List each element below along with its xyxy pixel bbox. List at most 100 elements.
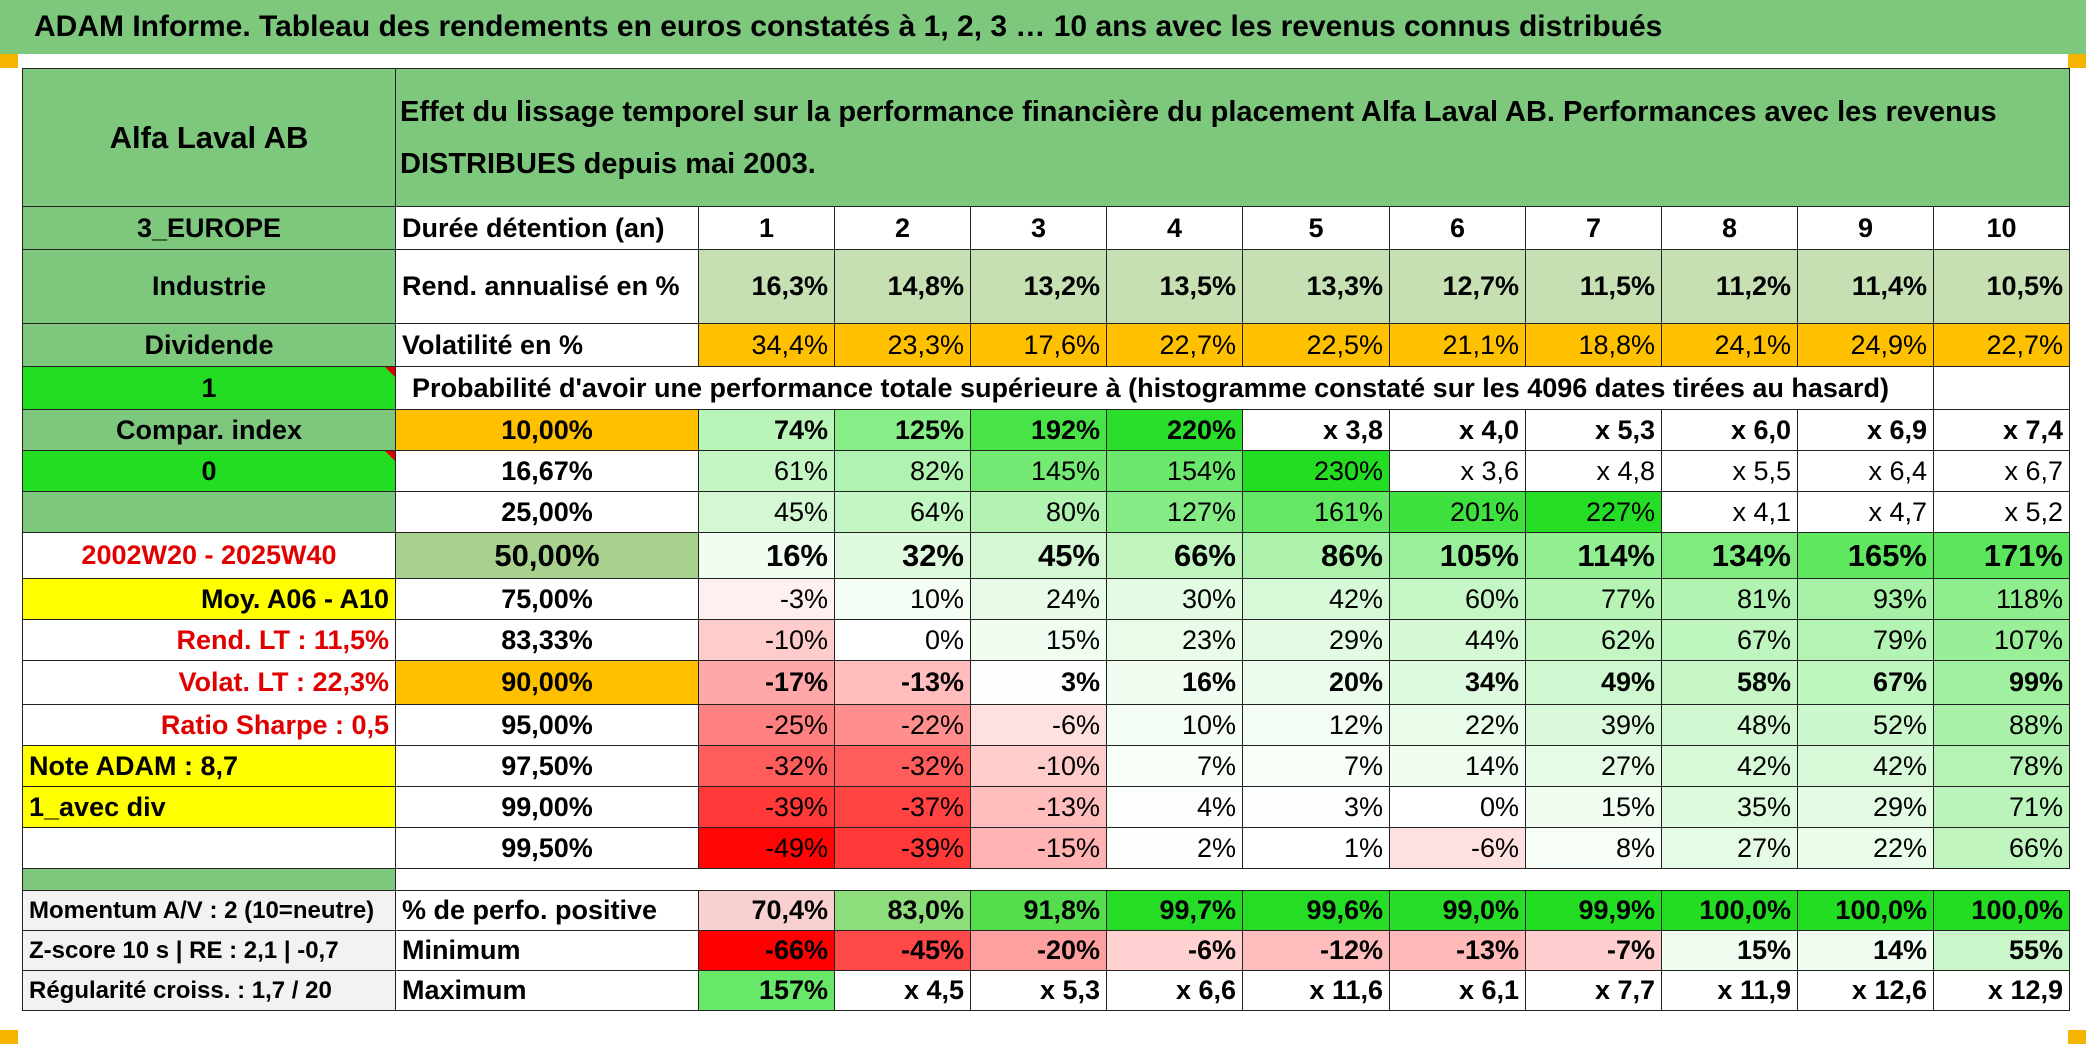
probability-value: 7%	[1242, 745, 1390, 787]
probability-value: 201%	[1389, 491, 1526, 533]
probability-value: 29%	[1242, 619, 1390, 661]
probability-row: 2002W20 - 2025W40 50,00% 16% 32% 45% 66% 86% 10…	[22, 532, 2070, 579]
compar-index-label: Compar. index	[22, 409, 396, 451]
input-1-field[interactable]: 1	[22, 366, 396, 410]
spacer-cell	[395, 868, 2070, 891]
positive-perf-value: 100,0%	[1797, 890, 1934, 931]
probability-value: x 6,7	[1933, 450, 2070, 492]
region-label: 3_EUROPE	[22, 206, 396, 250]
maximum-row: Régularité croiss. : 1,7 / 20 Maximum 157%…	[22, 970, 2070, 1011]
rend-value: 11,5%	[1525, 249, 1662, 324]
probability-threshold: 16,67%	[395, 450, 699, 492]
report-title: ADAM Informe. Tableau des rendements en …	[0, 0, 2086, 54]
probability-value: x 6,9	[1797, 409, 1934, 451]
positive-perf-value: 83,0%	[834, 890, 971, 931]
note-label: Note ADAM : 8,7	[22, 745, 396, 787]
probability-value: 114%	[1525, 532, 1662, 579]
maximum-value: x 4,5	[834, 970, 971, 1011]
probability-row: Moy. A06 - A10 75,00% -3% 10% 24% 30% 42% 60% 77…	[22, 578, 2070, 620]
probability-value: 7%	[1106, 745, 1243, 787]
fund-description: Effet du lissage temporel sur la perform…	[395, 68, 2070, 207]
probability-value: 27%	[1525, 745, 1662, 787]
probability-value: -6%	[1389, 827, 1526, 869]
probability-value: 23%	[1106, 619, 1243, 661]
probability-value: 44%	[1389, 619, 1526, 661]
probability-value: 80%	[970, 491, 1107, 533]
rend-value: 11,4%	[1797, 249, 1934, 324]
maximum-label: Maximum	[395, 970, 699, 1011]
year-header: 3	[970, 206, 1107, 250]
probability-value: -13%	[834, 660, 971, 705]
probability-value: 127%	[1106, 491, 1243, 533]
minimum-value: 14%	[1797, 930, 1934, 971]
rend-lt-label: Rend. LT : 11,5%	[22, 619, 396, 661]
probability-row: Note ADAM : 8,7 97,50% -32% -32% -10% 7% 7% 14%…	[22, 745, 2070, 787]
probability-value: x 5,2	[1933, 491, 2070, 533]
rend-value: 10,5%	[1933, 249, 2070, 324]
corner-marker	[0, 54, 18, 68]
probability-value: 48%	[1661, 704, 1798, 746]
probability-row: 0 16,67% 61% 82% 145% 154% 230% x 3,6 x 4,8 x 5,5…	[22, 450, 2070, 492]
probability-value: 27%	[1661, 827, 1798, 869]
input-0-field[interactable]: 0	[22, 450, 396, 492]
probability-value: 32%	[834, 532, 971, 579]
positive-perf-value: 70,4%	[698, 890, 835, 931]
probability-value: 125%	[834, 409, 971, 451]
probability-value: 29%	[1797, 786, 1934, 828]
vol-value: 22,7%	[1933, 323, 2070, 367]
year-header: 8	[1661, 206, 1798, 250]
vol-value: 24,9%	[1797, 323, 1934, 367]
rend-label: Rend. annualisé en %	[395, 249, 699, 324]
probability-row: Compar. index 10,00% 74% 125% 192% 220% x 3,8 x…	[22, 409, 2070, 451]
sharpe-label: Ratio Sharpe : 0,5	[22, 704, 396, 746]
positive-perf-value: 99,7%	[1106, 890, 1243, 931]
probability-threshold: 50,00%	[395, 532, 699, 579]
probability-threshold: 97,50%	[395, 745, 699, 787]
volatility-row: Dividende Volatilité en % 34,4% 23,3% 17,6% 2…	[22, 323, 2070, 367]
probability-row: Rend. LT : 11,5% 83,33% -10% 0% 15% 23% 29% 44%…	[22, 619, 2070, 661]
probability-value: -39%	[834, 827, 971, 869]
moy-label: Moy. A06 - A10	[22, 578, 396, 620]
probability-row: 25,00% 45% 64% 80% 127% 161% 201% 227% x 4,1 x 4,…	[22, 491, 2070, 533]
probability-value: -13%	[970, 786, 1107, 828]
minimum-value: -13%	[1389, 930, 1526, 971]
minimum-row: Z-score 10 s | RE : 2,1 | -0,7 Minimum -66…	[22, 930, 2070, 971]
probability-value: 105%	[1389, 532, 1526, 579]
probability-value: 42%	[1797, 745, 1934, 787]
year-header: 9	[1797, 206, 1934, 250]
vol-value: 34,4%	[698, 323, 835, 367]
avec-div-label: 1_avec div	[22, 786, 396, 828]
probability-value: -6%	[970, 704, 1107, 746]
probability-value: 22%	[1389, 704, 1526, 746]
corner-marker	[2068, 1030, 2086, 1044]
sector-label: Industrie	[22, 249, 396, 324]
probability-value: 61%	[698, 450, 835, 492]
probability-value: -32%	[698, 745, 835, 787]
rendement-row: Industrie Rend. annualisé en % 16,3% 14,8% 1…	[22, 249, 2070, 324]
probability-value: 67%	[1797, 660, 1934, 705]
probability-value: -25%	[698, 704, 835, 746]
period-label: 2002W20 - 2025W40	[22, 532, 396, 579]
probability-value: 34%	[1389, 660, 1526, 705]
probability-value: 134%	[1661, 532, 1798, 579]
probability-threshold: 25,00%	[395, 491, 699, 533]
volat-lt-label: Volat. LT : 22,3%	[22, 660, 396, 705]
positive-perf-value: 99,6%	[1242, 890, 1390, 931]
empty-label	[22, 827, 396, 869]
probability-value: 93%	[1797, 578, 1934, 620]
probability-value: 81%	[1661, 578, 1798, 620]
positive-perf-value: 99,9%	[1525, 890, 1662, 931]
fund-name: Alfa Laval AB	[22, 68, 396, 207]
probability-value: x 6,4	[1797, 450, 1934, 492]
probability-value: -15%	[970, 827, 1107, 869]
probability-value: 74%	[698, 409, 835, 451]
corner-marker	[0, 1030, 18, 1044]
probability-value: -3%	[698, 578, 835, 620]
minimum-value: -7%	[1525, 930, 1662, 971]
probability-value: 45%	[698, 491, 835, 533]
probability-value: 15%	[970, 619, 1107, 661]
probability-value: 67%	[1661, 619, 1798, 661]
vol-value: 22,7%	[1106, 323, 1243, 367]
spacer-row	[22, 868, 2070, 891]
probability-value: x 5,5	[1661, 450, 1798, 492]
